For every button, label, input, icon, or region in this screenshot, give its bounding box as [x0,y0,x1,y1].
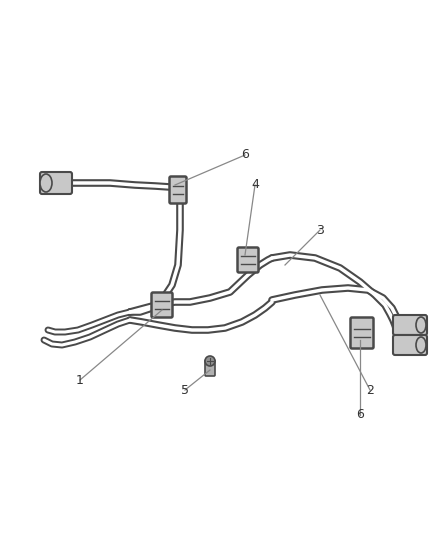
Circle shape [205,356,215,366]
FancyBboxPatch shape [205,360,215,376]
Ellipse shape [415,317,425,333]
Text: 3: 3 [315,223,323,237]
Text: 6: 6 [240,149,248,161]
FancyBboxPatch shape [392,315,426,335]
FancyBboxPatch shape [237,247,258,272]
Text: 4: 4 [251,179,258,191]
Ellipse shape [40,174,52,192]
Text: 1: 1 [76,374,84,386]
Ellipse shape [415,337,425,353]
Text: 5: 5 [180,384,189,397]
Text: 6: 6 [355,408,363,422]
FancyBboxPatch shape [350,318,373,349]
FancyBboxPatch shape [392,335,426,355]
FancyBboxPatch shape [40,172,72,194]
FancyBboxPatch shape [169,176,186,204]
Text: 2: 2 [365,384,373,397]
FancyBboxPatch shape [151,293,172,318]
